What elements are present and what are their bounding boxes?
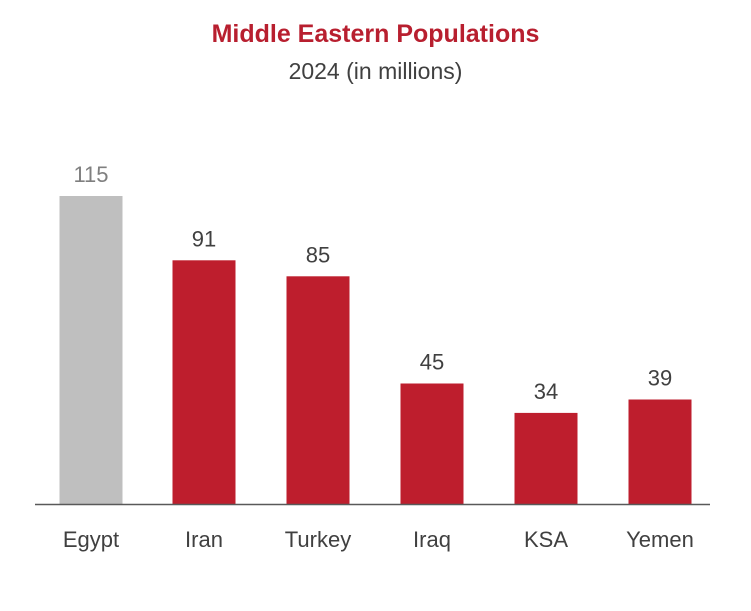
x-tick-label-turkey: Turkey — [285, 527, 351, 552]
x-tick-label-iran: Iran — [185, 527, 223, 552]
chart-title: Middle Eastern Populations — [211, 20, 540, 48]
bar-iraq — [400, 383, 464, 504]
bar-egypt — [59, 196, 123, 504]
x-tick-label-ksa: KSA — [524, 527, 568, 552]
data-label-yemen: 39 — [648, 366, 672, 391]
data-label-iran: 91 — [192, 226, 216, 251]
chart-subtitle: 2024 (in millions) — [288, 58, 463, 84]
bar-ksa — [514, 412, 578, 504]
data-label-turkey: 85 — [306, 242, 330, 267]
bar-iran — [172, 260, 236, 504]
data-label-egypt: 115 — [73, 162, 108, 187]
x-tick-label-iraq: Iraq — [413, 527, 451, 552]
data-label-iraq: 45 — [420, 350, 444, 375]
x-tick-label-egypt: Egypt — [63, 527, 119, 552]
x-tick-label-yemen: Yemen — [626, 527, 694, 552]
data-label-ksa: 34 — [534, 379, 558, 404]
bar-turkey — [286, 276, 350, 504]
bar-yemen — [628, 399, 692, 504]
